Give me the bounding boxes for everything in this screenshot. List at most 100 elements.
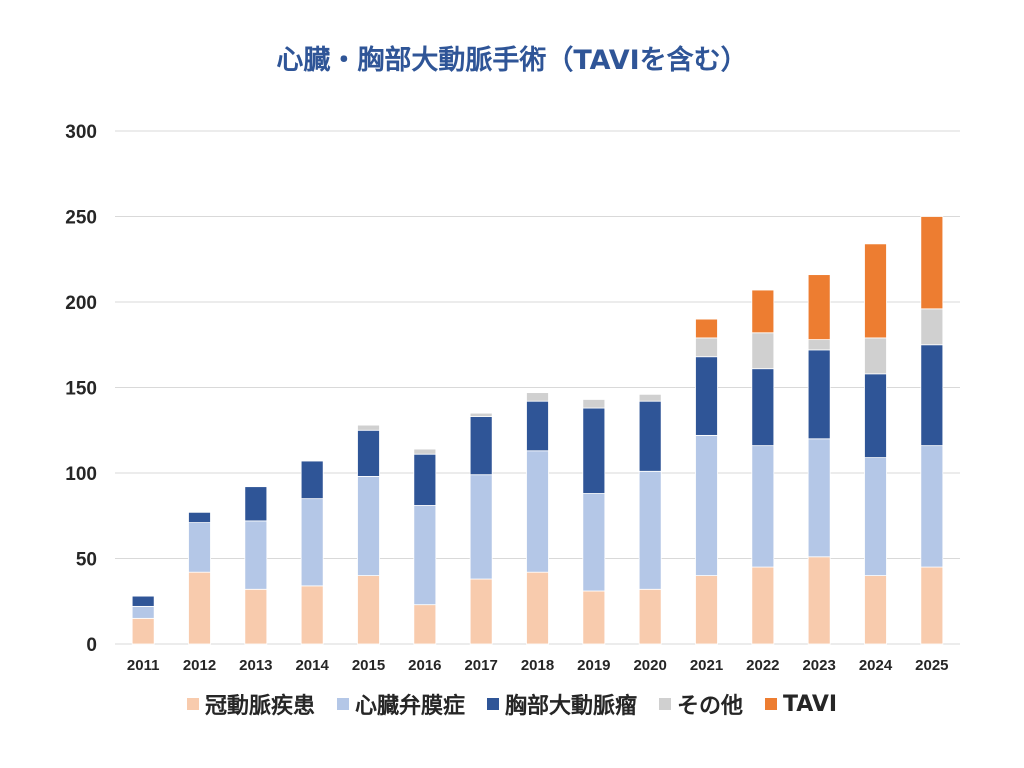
legend-item: 胸部大動脈瘤 [486,688,637,720]
bar-segment [695,434,718,577]
bar-segment [582,407,606,494]
bar-segment [864,337,887,375]
bar-segment [188,522,211,573]
legend-label: 心臓弁膜症 [354,694,465,719]
legend-swatch [486,698,499,710]
bar-segment [695,575,718,645]
bar-segment [413,604,437,645]
bar-segment [244,588,268,645]
legend-item: 心臓弁膜症 [336,688,465,720]
legend-swatch [765,698,777,710]
bar-segment [920,566,944,645]
legend-label: その他 [676,694,743,719]
bar-segment [807,349,831,440]
chart-title: 心臓・胸部大動脈手術（TAVIを含む） [276,45,748,76]
y-tick-label: 50 [76,550,97,571]
y-tick-label: 200 [65,293,97,314]
bar-segment [357,429,380,477]
bar-segment [469,474,493,580]
legend-item: TAVI [765,688,837,720]
legend: 冠動脈疾患 心臓弁膜症 胸部大動脈瘤 その他 TAVI [0,688,1024,720]
x-axis-ticks: 2011 2012 2013 2014 2015 2016 2017 2018 2019 2020… [127,657,949,674]
bar-segment [695,318,718,339]
bar-segment [188,571,211,645]
y-tick-label: 300 [65,122,97,143]
bar-segment [469,416,493,476]
legend-label: TAVI [783,691,838,717]
bar-segment [920,216,944,310]
x-tick-label: 2017 [464,657,497,674]
legend-label: 胸部大動脈瘤 [504,694,637,719]
bar-segment [807,274,831,341]
x-tick-label: 2012 [183,657,216,674]
bar-segment [300,460,324,500]
bar-segment [526,400,549,452]
bar-segment [807,339,831,351]
bar-segment [413,448,437,455]
bar-segment [807,438,831,558]
x-tick-label: 2023 [802,657,835,674]
bar-segment [300,498,324,587]
bar-segment [807,556,831,645]
bar-segment [526,450,549,573]
x-tick-label: 2020 [633,657,666,674]
bar-segment [864,243,887,339]
bar-segment [413,505,437,606]
bar-segment [357,476,380,577]
bar-segment [582,399,606,409]
x-tick-label: 2024 [859,657,893,674]
bar-segment [864,373,887,459]
x-tick-label: 2025 [915,657,948,674]
x-tick-label: 2022 [746,657,779,674]
legend-label: 冠動脈疾患 [204,694,315,719]
bar-segment [357,424,380,431]
legend-swatch [658,698,671,710]
bar-segment [751,445,775,568]
bars [131,216,944,645]
y-tick-label: 100 [65,464,97,485]
legend-item: その他 [658,688,743,720]
bar-segment [751,368,775,447]
bar-segment [638,470,662,590]
bar-segment [357,575,380,645]
bar-segment [920,344,944,447]
x-tick-label: 2019 [577,657,610,674]
bar-segment [131,617,155,645]
y-tick-label: 250 [65,208,97,229]
x-tick-label: 2018 [521,657,554,674]
legend-item: 冠動脈疾患 [186,688,315,720]
bar-segment [582,590,606,645]
bar-segment [244,520,268,590]
legend-swatch [336,698,349,710]
x-tick-label: 2011 [127,657,160,674]
bar-segment [638,393,662,402]
bar-segment [920,445,944,568]
x-tick-label: 2015 [352,657,385,674]
bar-segment [526,571,549,645]
bar-segment [695,337,718,358]
bar-segment [695,356,718,436]
bar-segment [751,289,775,334]
bar-segment [300,585,324,645]
x-tick-label: 2013 [239,657,272,674]
bar-segment [751,566,775,645]
bar-segment [131,595,155,607]
x-tick-label: 2016 [408,657,441,674]
bar-segment [131,605,155,619]
bar-segment [864,457,887,576]
bar-segment [244,486,268,522]
bar-segment [638,400,662,472]
bar-segment [188,511,211,523]
bar-segment [582,493,606,592]
y-tick-label: 150 [65,379,97,400]
bar-segment [638,588,662,645]
bar-segment [469,412,493,417]
x-tick-label: 2021 [690,657,723,674]
y-tick-label: 0 [86,635,97,656]
legend-swatch [186,698,199,710]
bar-segment [864,575,887,645]
bar-segment [413,453,437,506]
bar-segment [469,578,493,645]
bar-segment [526,392,549,402]
